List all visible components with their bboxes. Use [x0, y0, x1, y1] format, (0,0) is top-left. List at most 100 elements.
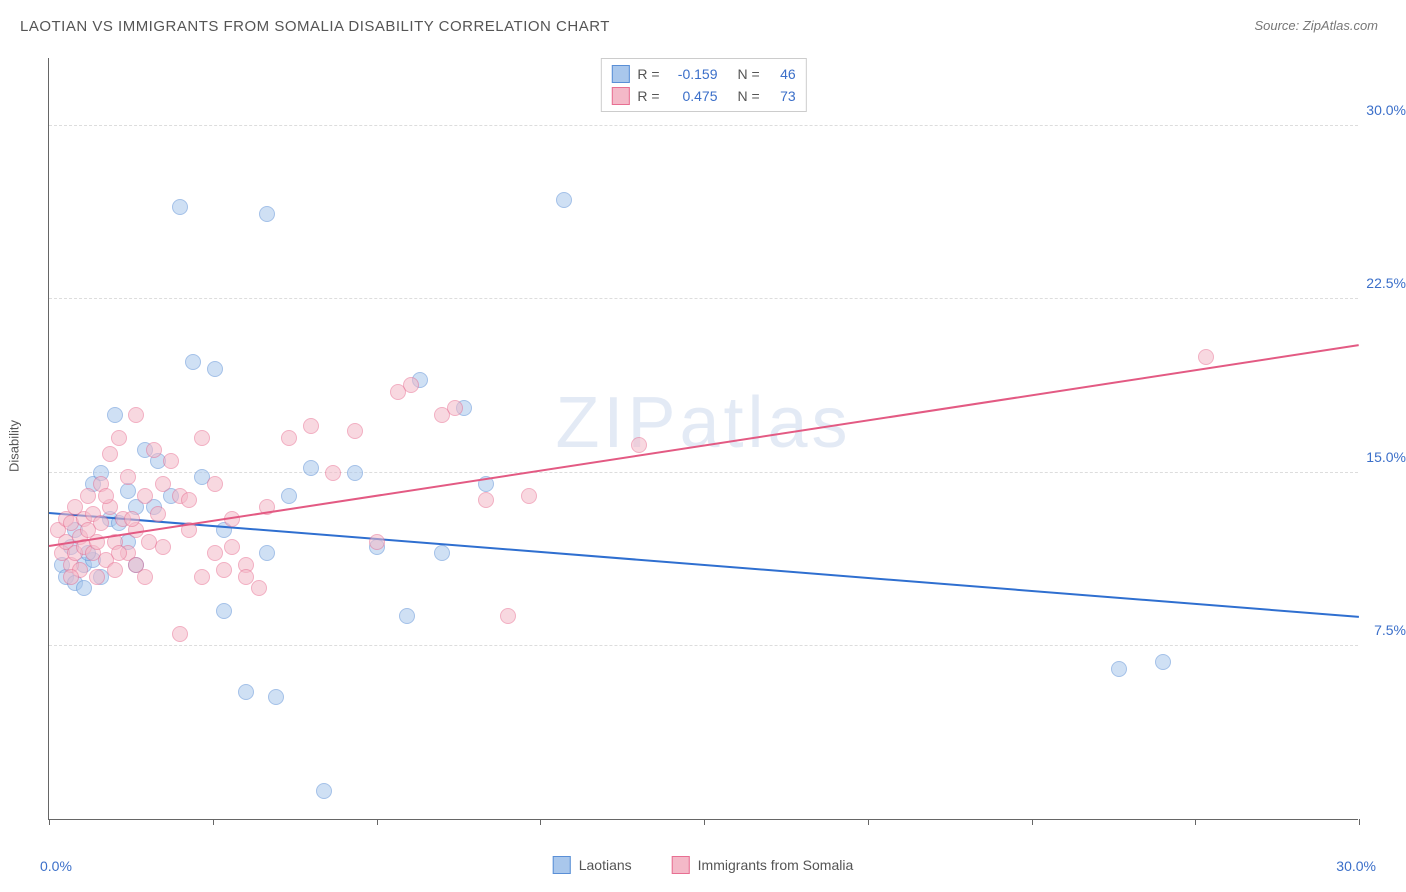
scatter-point: [181, 492, 197, 508]
y-tick-label: 7.5%: [1374, 622, 1406, 638]
stat-n-value: 46: [768, 66, 796, 82]
scatter-point: [1155, 654, 1171, 670]
stats-row: R =-0.159N =46: [611, 63, 795, 85]
legend-label: Immigrants from Somalia: [698, 857, 854, 873]
scatter-point: [128, 407, 144, 423]
scatter-point: [478, 492, 494, 508]
scatter-point: [207, 476, 223, 492]
chart-title: LAOTIAN VS IMMIGRANTS FROM SOMALIA DISAB…: [20, 18, 610, 35]
gridline: [49, 125, 1358, 126]
gridline: [49, 472, 1358, 473]
scatter-point: [146, 442, 162, 458]
x-tick: [49, 819, 50, 825]
scatter-point: [434, 545, 450, 561]
scatter-point: [216, 603, 232, 619]
scatter-point: [238, 684, 254, 700]
scatter-point: [268, 689, 284, 705]
gridline: [49, 645, 1358, 646]
x-tick: [377, 819, 378, 825]
x-tick: [1195, 819, 1196, 825]
watermark-text: ZIPatlas: [555, 382, 851, 464]
stat-label: N =: [738, 66, 760, 82]
scatter-point: [521, 488, 537, 504]
swatch-icon: [611, 87, 629, 105]
scatter-point: [631, 437, 647, 453]
scatter-point: [172, 199, 188, 215]
source-attribution: Source: ZipAtlas.com: [1254, 18, 1378, 33]
y-tick-label: 15.0%: [1366, 449, 1406, 465]
scatter-point: [194, 430, 210, 446]
stat-r-value: 0.475: [668, 88, 718, 104]
scatter-point: [399, 608, 415, 624]
scatter-point: [347, 465, 363, 481]
scatter-point: [137, 488, 153, 504]
scatter-point: [63, 569, 79, 585]
scatter-point: [303, 418, 319, 434]
scatter-point: [207, 545, 223, 561]
scatter-point: [111, 545, 127, 561]
scatter-point: [107, 562, 123, 578]
scatter-point: [102, 446, 118, 462]
scatter-point: [80, 488, 96, 504]
scatter-point: [403, 377, 419, 393]
y-axis-label: Disability: [7, 420, 22, 472]
scatter-point: [1198, 349, 1214, 365]
y-tick-label: 22.5%: [1366, 275, 1406, 291]
scatter-point: [120, 483, 136, 499]
scatter-point: [163, 453, 179, 469]
scatter-point: [556, 192, 572, 208]
swatch-icon: [611, 65, 629, 83]
x-tick: [704, 819, 705, 825]
scatter-point: [251, 580, 267, 596]
bottom-legend: Laotians Immigrants from Somalia: [553, 856, 854, 874]
scatter-point: [185, 354, 201, 370]
x-axis-min-label: 0.0%: [40, 858, 72, 874]
swatch-icon: [553, 856, 571, 874]
scatter-point: [447, 400, 463, 416]
x-tick: [1359, 819, 1360, 825]
stat-n-value: 73: [768, 88, 796, 104]
scatter-point: [120, 469, 136, 485]
x-axis-max-label: 30.0%: [1336, 858, 1376, 874]
scatter-point: [111, 430, 127, 446]
scatter-point: [216, 562, 232, 578]
swatch-icon: [672, 856, 690, 874]
scatter-point: [259, 545, 275, 561]
x-tick: [213, 819, 214, 825]
scatter-point: [347, 423, 363, 439]
scatter-point: [1111, 661, 1127, 677]
scatter-point: [76, 580, 92, 596]
scatter-point: [141, 534, 157, 550]
scatter-point: [98, 488, 114, 504]
plot-area: ZIPatlas R =-0.159N =46R =0.475N =73 7.5…: [48, 58, 1358, 820]
scatter-point: [150, 506, 166, 522]
stats-legend-box: R =-0.159N =46R =0.475N =73: [600, 58, 806, 112]
x-tick: [540, 819, 541, 825]
stat-label: R =: [637, 88, 659, 104]
legend-label: Laotians: [579, 857, 632, 873]
scatter-point: [238, 569, 254, 585]
x-tick: [1032, 819, 1033, 825]
scatter-point: [500, 608, 516, 624]
scatter-point: [369, 534, 385, 550]
scatter-point: [259, 206, 275, 222]
stats-row: R = 0.475 N = 73: [611, 85, 795, 107]
scatter-point: [107, 407, 123, 423]
scatter-point: [207, 361, 223, 377]
scatter-point: [93, 515, 109, 531]
legend-item-somalia: Immigrants from Somalia: [672, 856, 854, 874]
scatter-point: [194, 569, 210, 585]
stat-label: R =: [637, 66, 659, 82]
scatter-point: [124, 511, 140, 527]
gridline: [49, 298, 1358, 299]
y-tick-label: 30.0%: [1366, 102, 1406, 118]
scatter-point: [224, 539, 240, 555]
scatter-point: [89, 569, 105, 585]
scatter-point: [172, 626, 188, 642]
x-tick: [868, 819, 869, 825]
trend-line: [49, 344, 1359, 547]
scatter-point: [316, 783, 332, 799]
scatter-point: [281, 430, 297, 446]
scatter-point: [155, 476, 171, 492]
stat-label: N =: [738, 88, 760, 104]
